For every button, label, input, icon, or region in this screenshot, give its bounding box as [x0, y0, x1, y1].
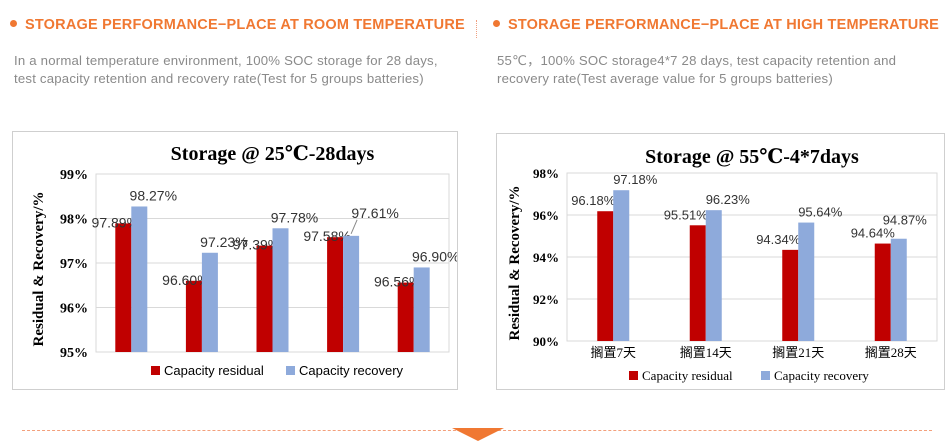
bar-capacity-residual [327, 237, 344, 352]
data-label: 98.27% [130, 187, 177, 203]
data-label: 97.58% [303, 228, 350, 244]
x-tick-label: 搁置7天 [590, 345, 636, 360]
data-label: 96.23% [706, 192, 751, 207]
y-tick-label: 98% [60, 213, 88, 228]
high-temperature-chart: Storage @ 55℃-4*7days 90% 92% 94% 96% 98% Resi… [507, 146, 938, 383]
bar-capacity-recovery [798, 222, 815, 341]
plot-area [566, 172, 938, 342]
bar-capacity-residual [185, 280, 202, 352]
data-label: 97.18% [613, 172, 658, 187]
y-tick-label: 94% [533, 250, 559, 265]
room-temperature-chart: Storage @ 25℃-28days 95% 96% 97% 98% 99% Resid… [31, 143, 459, 378]
y-axis-label: Residual & Recovery/% [31, 192, 47, 347]
bar-capacity-recovery [705, 210, 722, 341]
chart-title: Storage @ 25℃-28days [171, 143, 375, 165]
section-divider [476, 20, 477, 38]
data-label: 97.78% [271, 209, 318, 225]
chart-title: Storage @ 55℃-4*7days [645, 146, 859, 168]
legend-label: Capacity recovery [774, 368, 869, 383]
description-line: In a normal temperature environment, 100… [14, 53, 438, 68]
chart-frame-high: Storage @ 55℃-4*7days 90% 92% 94% 96% 98% Resi… [496, 133, 945, 390]
heading-text: STORAGE PERFORMANCE−PLACE AT HIGH TEMPER… [508, 17, 940, 33]
legend-label: Capacity residual [642, 368, 733, 383]
section-heading: STORAGE PERFORMANCE−PLACE AT HIGH TEMPER… [493, 17, 939, 33]
bar-capacity-residual [689, 225, 706, 341]
bar-capacity-recovery [272, 228, 289, 352]
section-heading: STORAGE PERFORMANCE−PLACE AT ROOM TEMPER… [10, 17, 465, 33]
bar-capacity-recovery [343, 235, 360, 352]
y-tick-label: 98% [533, 166, 559, 181]
legend-swatch [629, 371, 638, 380]
data-label: 96.60% [162, 272, 209, 288]
x-tick-label: 搁置21天 [772, 345, 824, 360]
data-label: 94.64% [851, 226, 896, 241]
bar-capacity-residual [597, 211, 614, 341]
y-tick-label: 97% [60, 257, 88, 272]
legend-label: Capacity recovery [299, 363, 404, 378]
y-tick-label: 92% [533, 292, 559, 307]
chart-frame-room: Storage @ 25℃-28days 95% 96% 97% 98% 99% Resid… [12, 131, 459, 390]
bar-capacity-residual [115, 223, 132, 352]
legend-label: Capacity residual [164, 363, 264, 378]
data-label: 97.39% [233, 237, 280, 253]
y-tick-label: 96% [533, 208, 559, 223]
data-label: 97.89% [92, 214, 139, 230]
description-line: recovery rate(Test average value for 5 g… [497, 71, 833, 86]
bar-capacity-recovery [413, 267, 430, 352]
y-tick-label: 95% [60, 346, 88, 361]
bar-capacity-recovery [131, 206, 148, 352]
bar-capacity-residual [874, 243, 891, 341]
data-label: 94.34% [756, 232, 801, 247]
bar-capacity-recovery [890, 238, 907, 341]
data-label: 97.61% [351, 205, 398, 221]
heading-text: STORAGE PERFORMANCE−PLACE AT ROOM TEMPER… [25, 17, 465, 33]
bar-capacity-recovery [613, 190, 630, 341]
legend-swatch [151, 366, 160, 375]
x-tick-label: 搁置14天 [680, 345, 732, 360]
legend-swatch [286, 366, 295, 375]
leader-line [350, 219, 358, 235]
bar-capacity-residual [256, 245, 273, 352]
y-tick-label: 99% [60, 168, 88, 183]
bullet-dot-icon [493, 20, 500, 27]
data-label: 94.87% [883, 213, 928, 228]
data-label: 95.51% [664, 207, 709, 222]
legend-swatch [761, 371, 770, 380]
y-tick-label: 90% [533, 334, 559, 349]
data-label: 97.23% [200, 234, 247, 250]
down-arrow-icon [452, 428, 504, 441]
description-line: 55℃，100% SOC storage4*7 28 days, test ca… [497, 53, 897, 68]
bar-capacity-residual [397, 282, 414, 352]
bullet-dot-icon [10, 20, 17, 27]
data-label: 96.90% [412, 248, 457, 264]
data-label: 96.18% [571, 193, 616, 208]
data-label: 95.64% [798, 205, 843, 220]
bar-capacity-recovery [201, 252, 218, 352]
bar-capacity-residual [782, 249, 799, 341]
y-tick-label: 96% [60, 302, 88, 317]
y-axis-label: Residual & Recovery/% [507, 186, 523, 341]
section-description: In a normal temperature environment, 100… [14, 52, 464, 88]
x-tick-label: 搁置28天 [865, 345, 917, 360]
data-label: 96.56% [374, 274, 421, 290]
section-description: 55℃，100% SOC storage4*7 28 days, test ca… [497, 52, 947, 88]
description-line: test capacity retention and recovery rat… [14, 71, 424, 86]
